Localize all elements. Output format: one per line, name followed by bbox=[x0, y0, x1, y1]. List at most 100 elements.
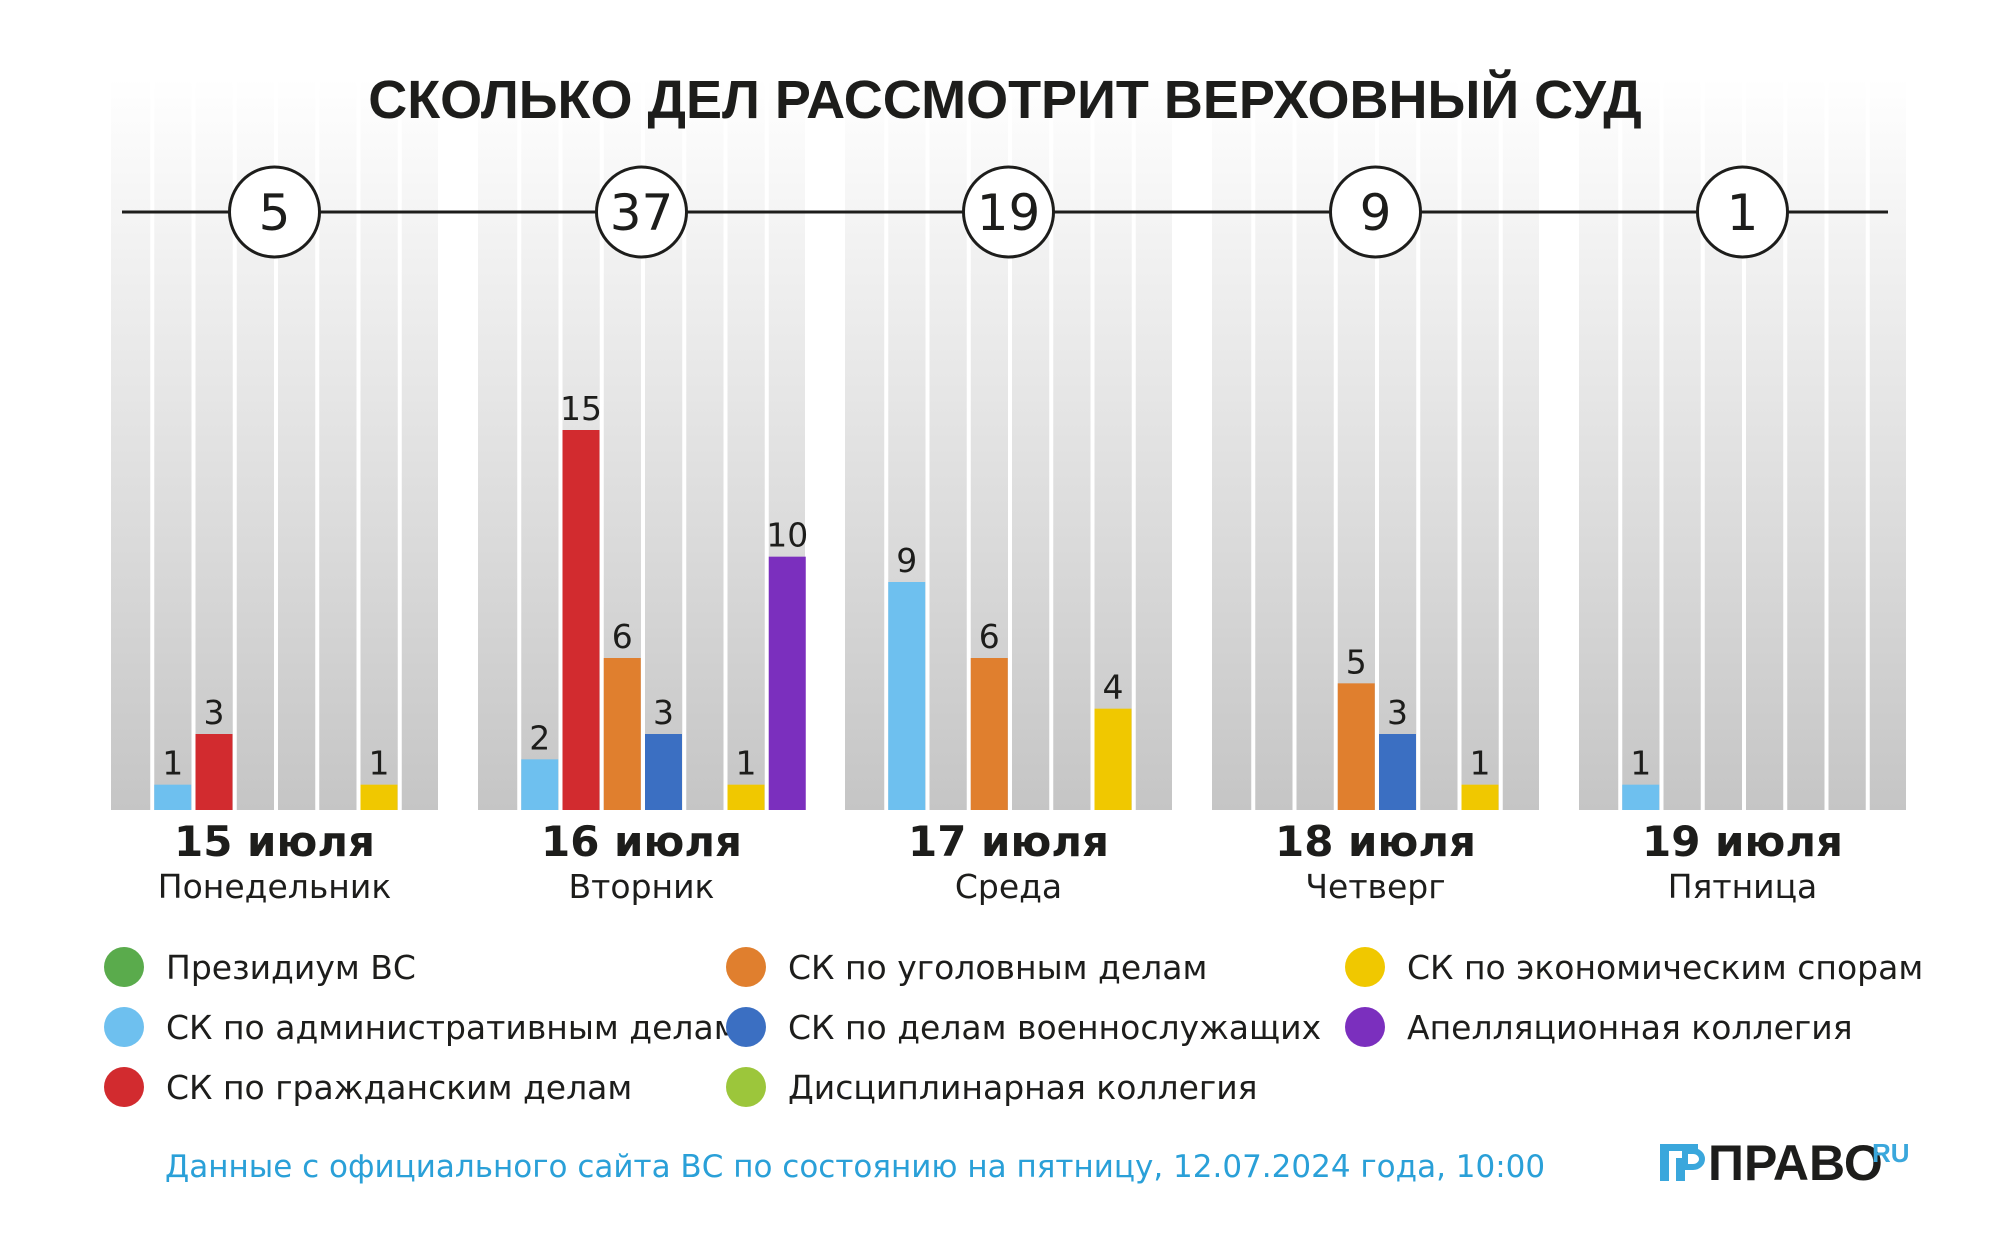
bar bbox=[1337, 683, 1375, 810]
bar bbox=[888, 582, 926, 810]
legend-item-label: Апелляционная коллегия bbox=[1407, 1008, 1853, 1047]
bar-value-label: 10 bbox=[766, 516, 808, 555]
stripe-divider bbox=[723, 78, 728, 810]
logo-name: ПРАВО bbox=[1708, 1135, 1883, 1191]
day-total-label: 1 bbox=[1727, 184, 1759, 242]
stripe-divider bbox=[315, 78, 320, 810]
bar bbox=[521, 759, 559, 810]
bar-value-label: 6 bbox=[979, 617, 1000, 656]
stripe-divider bbox=[599, 78, 604, 810]
stripe-divider bbox=[558, 78, 563, 810]
legend-item-label: СК по экономическим спорам bbox=[1407, 948, 1923, 987]
logo-suffix: RU bbox=[1872, 1138, 1910, 1168]
stripe-divider bbox=[1131, 78, 1136, 810]
day-weekday-label: Понедельник bbox=[158, 867, 392, 906]
bar-value-label: 1 bbox=[162, 744, 183, 783]
source-note: Данные с официального сайта ВС по состоя… bbox=[165, 1149, 1545, 1185]
stripe-divider bbox=[1457, 78, 1462, 810]
stripe-divider bbox=[1416, 78, 1421, 810]
stripe-divider bbox=[641, 78, 645, 810]
stripe-divider bbox=[1090, 78, 1095, 810]
day-weekday-label: Среда bbox=[955, 867, 1062, 906]
day-total-label: 19 bbox=[977, 184, 1041, 242]
day-total-label: 5 bbox=[259, 184, 291, 242]
legend-item-label: Президиум ВС bbox=[166, 948, 416, 987]
day-total-label: 9 bbox=[1360, 184, 1392, 242]
bar bbox=[727, 784, 765, 810]
day-weekday-label: Пятница bbox=[1668, 867, 1818, 906]
day-weekday-label: Четверг bbox=[1305, 867, 1445, 906]
stripe-divider bbox=[1824, 78, 1829, 810]
bar bbox=[603, 658, 641, 810]
bar bbox=[768, 556, 806, 810]
legend-swatch bbox=[1345, 947, 1385, 987]
day-total-circle bbox=[1696, 165, 1789, 259]
stripe-divider bbox=[1375, 78, 1379, 810]
day-total-circle bbox=[962, 165, 1055, 259]
bar bbox=[1379, 734, 1416, 810]
stripe-divider bbox=[1783, 78, 1788, 810]
legend-item-label: СК по административным делам bbox=[166, 1008, 739, 1047]
stripe-divider bbox=[884, 78, 889, 810]
legend-swatch bbox=[104, 1007, 144, 1047]
day-weekday-label: Вторник bbox=[569, 867, 715, 906]
bar bbox=[1461, 784, 1499, 810]
stripe-divider bbox=[150, 78, 155, 810]
bar-value-label: 1 bbox=[1470, 744, 1491, 783]
legend-item-label: СК по гражданским делам bbox=[166, 1068, 632, 1107]
day-total-circle bbox=[595, 165, 688, 259]
bar-value-label: 1 bbox=[369, 744, 390, 783]
stripe-divider bbox=[232, 78, 237, 810]
stripe-divider bbox=[1865, 78, 1870, 810]
bar-value-label: 9 bbox=[896, 541, 917, 580]
day-total-circle bbox=[1329, 165, 1422, 259]
day-date-label: 18 июля bbox=[1275, 817, 1476, 866]
stripe-divider bbox=[274, 78, 278, 810]
bar bbox=[1622, 784, 1660, 810]
chart-title: СКОЛЬКО ДЕЛ РАССМОТРИТ ВЕРХОВНЫЙ СУД bbox=[368, 69, 1642, 130]
legend-swatch bbox=[104, 947, 144, 987]
bar-value-label: 3 bbox=[1387, 693, 1408, 732]
bar-value-label: 2 bbox=[529, 718, 550, 757]
legend-item-label: СК по делам военнослужащих bbox=[788, 1008, 1321, 1047]
stripe-divider bbox=[191, 78, 196, 810]
legend-item-label: Дисциплинарная коллегия bbox=[788, 1068, 1258, 1107]
day-date-label: 16 июля bbox=[541, 817, 742, 866]
logo-mark-icon bbox=[1660, 1144, 1705, 1181]
day-date-label: 17 июля bbox=[908, 817, 1109, 866]
bar bbox=[562, 430, 600, 810]
stripe-divider bbox=[1700, 78, 1705, 810]
bar bbox=[970, 658, 1008, 810]
stripe-divider bbox=[517, 78, 522, 810]
legend-swatch bbox=[726, 947, 766, 987]
stripe-divider bbox=[1333, 78, 1338, 810]
legend-item-label: СК по уголовным делам bbox=[788, 948, 1207, 987]
bar bbox=[195, 734, 233, 810]
bar-value-label: 5 bbox=[1346, 642, 1367, 681]
day-total-circle bbox=[228, 165, 321, 259]
stripe-divider bbox=[1659, 78, 1664, 810]
bar-value-label: 1 bbox=[736, 744, 757, 783]
legend-swatch bbox=[104, 1067, 144, 1107]
day-date-label: 15 июля bbox=[174, 817, 375, 866]
bar bbox=[360, 784, 398, 810]
stripe-divider bbox=[356, 78, 361, 810]
bar-value-label: 1 bbox=[1630, 744, 1651, 783]
bar-value-label: 3 bbox=[653, 693, 674, 732]
stripe-divider bbox=[1251, 78, 1256, 810]
stripe-divider bbox=[966, 78, 971, 810]
bar bbox=[1094, 708, 1132, 810]
legend-swatch bbox=[726, 1067, 766, 1107]
stripe-divider bbox=[1008, 78, 1012, 810]
legend: Президиум ВС СК по административным делам… bbox=[104, 947, 1923, 1107]
stripe-divider bbox=[764, 78, 769, 810]
bar-value-label: 6 bbox=[612, 617, 633, 656]
stripe-divider bbox=[1498, 78, 1503, 810]
bar bbox=[154, 784, 192, 810]
stripe-divider bbox=[1742, 78, 1746, 810]
stripe-divider bbox=[1292, 78, 1297, 810]
day-total-label: 37 bbox=[610, 184, 674, 242]
logo: ПРАВО RU bbox=[1660, 1135, 1910, 1191]
bar-value-label: 15 bbox=[560, 389, 602, 428]
